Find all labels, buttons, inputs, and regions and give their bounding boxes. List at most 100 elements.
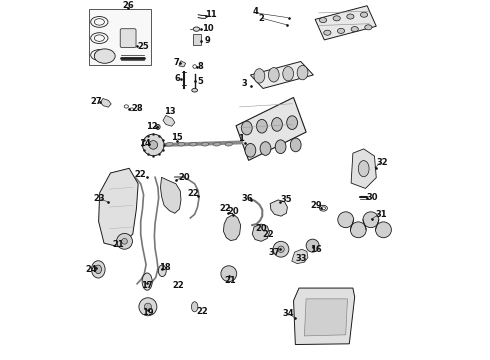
Text: 17: 17 xyxy=(141,281,153,290)
Circle shape xyxy=(306,239,319,252)
Text: 11: 11 xyxy=(205,10,217,19)
Text: 18: 18 xyxy=(159,263,171,272)
Bar xyxy=(89,9,151,65)
Text: 22: 22 xyxy=(263,230,274,239)
Text: 26: 26 xyxy=(122,1,134,10)
Polygon shape xyxy=(98,168,138,247)
Text: 28: 28 xyxy=(131,104,143,113)
Polygon shape xyxy=(351,149,376,188)
Text: 20: 20 xyxy=(228,207,239,216)
Polygon shape xyxy=(315,6,376,40)
Ellipse shape xyxy=(142,273,152,290)
Circle shape xyxy=(122,238,127,244)
Text: 21: 21 xyxy=(224,276,236,285)
Text: 15: 15 xyxy=(172,133,183,142)
Ellipse shape xyxy=(297,66,308,80)
Text: 7: 7 xyxy=(173,58,179,67)
Circle shape xyxy=(221,266,237,282)
Ellipse shape xyxy=(260,142,271,156)
Ellipse shape xyxy=(287,116,297,130)
Ellipse shape xyxy=(178,143,185,146)
Ellipse shape xyxy=(242,121,252,135)
Text: 20: 20 xyxy=(255,224,267,233)
Text: 33: 33 xyxy=(295,254,307,263)
Text: 27: 27 xyxy=(90,96,101,105)
Ellipse shape xyxy=(245,144,256,157)
Text: 21: 21 xyxy=(113,240,124,249)
Ellipse shape xyxy=(358,161,369,177)
Text: 3: 3 xyxy=(242,79,247,88)
Ellipse shape xyxy=(193,27,200,31)
Text: 37: 37 xyxy=(269,248,280,257)
Text: 8: 8 xyxy=(197,62,203,71)
Polygon shape xyxy=(292,249,308,264)
Text: 29: 29 xyxy=(310,201,322,210)
Circle shape xyxy=(375,222,392,238)
Text: 19: 19 xyxy=(142,308,154,317)
Text: 24: 24 xyxy=(85,265,97,274)
Text: 32: 32 xyxy=(377,158,388,167)
Text: 2: 2 xyxy=(258,14,264,23)
Ellipse shape xyxy=(213,143,220,146)
Polygon shape xyxy=(250,62,313,89)
Ellipse shape xyxy=(166,143,173,146)
Circle shape xyxy=(143,134,164,156)
Polygon shape xyxy=(304,299,347,336)
Ellipse shape xyxy=(351,27,358,32)
Polygon shape xyxy=(179,61,186,67)
Text: 36: 36 xyxy=(242,194,253,203)
Ellipse shape xyxy=(347,14,354,19)
Circle shape xyxy=(278,246,284,252)
Text: 23: 23 xyxy=(94,194,105,203)
Ellipse shape xyxy=(269,68,279,82)
Ellipse shape xyxy=(283,67,294,81)
Ellipse shape xyxy=(365,25,372,30)
Circle shape xyxy=(149,141,158,149)
Ellipse shape xyxy=(275,140,286,154)
Text: 22: 22 xyxy=(187,189,199,198)
Text: 13: 13 xyxy=(164,107,175,116)
Ellipse shape xyxy=(94,49,115,63)
Polygon shape xyxy=(236,98,306,161)
Polygon shape xyxy=(252,224,270,241)
Ellipse shape xyxy=(361,12,368,17)
Text: 30: 30 xyxy=(367,193,378,202)
Ellipse shape xyxy=(201,143,209,146)
Circle shape xyxy=(144,303,151,310)
Ellipse shape xyxy=(192,302,198,312)
Text: 34: 34 xyxy=(282,310,294,319)
Ellipse shape xyxy=(92,261,105,278)
Ellipse shape xyxy=(95,265,101,274)
Ellipse shape xyxy=(158,265,166,276)
Circle shape xyxy=(338,212,354,228)
FancyBboxPatch shape xyxy=(120,29,136,48)
Ellipse shape xyxy=(190,143,197,146)
Circle shape xyxy=(350,222,366,238)
Circle shape xyxy=(363,212,379,228)
Bar xyxy=(193,34,201,45)
Text: 12: 12 xyxy=(147,122,158,131)
Polygon shape xyxy=(163,116,175,126)
Ellipse shape xyxy=(192,89,197,92)
Ellipse shape xyxy=(324,30,331,35)
Ellipse shape xyxy=(271,118,282,131)
Ellipse shape xyxy=(254,69,265,83)
Circle shape xyxy=(117,233,132,249)
Text: 4: 4 xyxy=(252,7,258,16)
Text: 5: 5 xyxy=(198,77,204,86)
Text: 10: 10 xyxy=(202,24,214,33)
Text: 16: 16 xyxy=(310,245,322,254)
Ellipse shape xyxy=(290,138,301,152)
Ellipse shape xyxy=(156,125,160,130)
Ellipse shape xyxy=(338,28,344,33)
Text: 9: 9 xyxy=(204,36,210,45)
Text: 31: 31 xyxy=(375,210,387,219)
Polygon shape xyxy=(161,177,181,213)
Ellipse shape xyxy=(256,120,268,133)
Text: 35: 35 xyxy=(281,195,292,204)
Circle shape xyxy=(273,241,289,257)
Polygon shape xyxy=(100,99,111,107)
Ellipse shape xyxy=(319,18,327,23)
Text: 20: 20 xyxy=(179,173,191,182)
Text: 22: 22 xyxy=(196,307,208,316)
